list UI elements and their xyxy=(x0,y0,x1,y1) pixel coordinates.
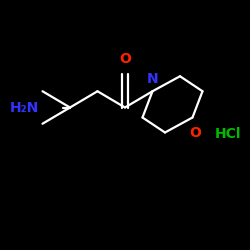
Text: O: O xyxy=(189,126,201,140)
Text: H₂N: H₂N xyxy=(10,100,39,114)
Text: HCl: HCl xyxy=(214,127,241,141)
Text: N: N xyxy=(147,72,158,86)
Text: O: O xyxy=(119,52,131,66)
